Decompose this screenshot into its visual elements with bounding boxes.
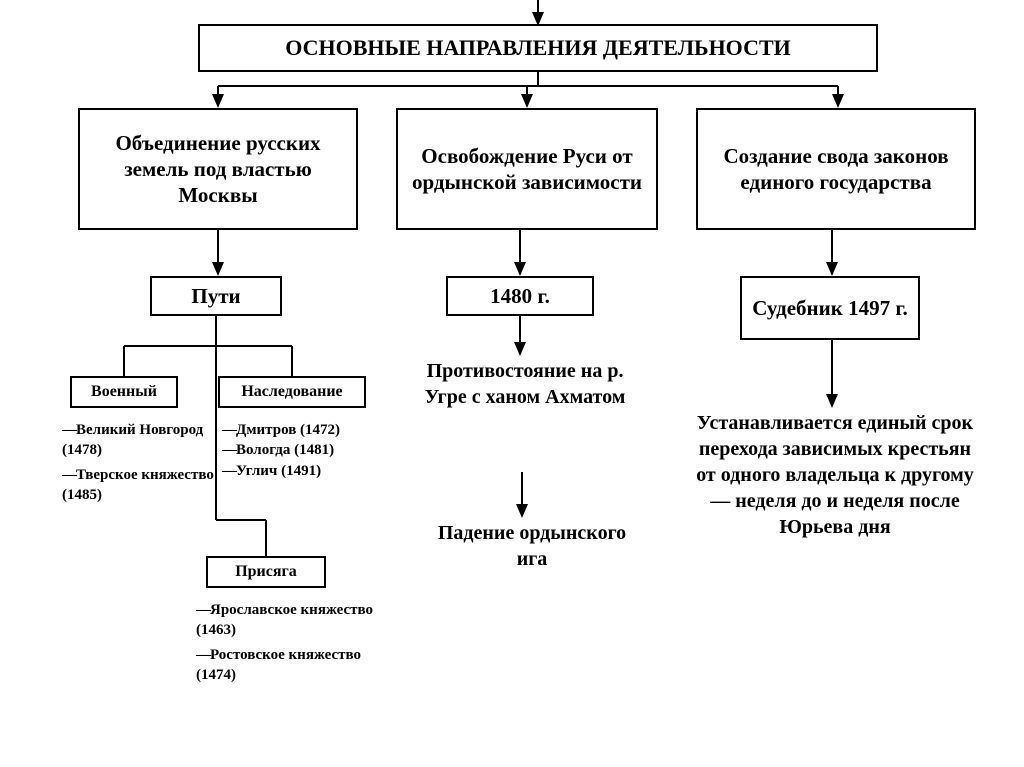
connectors bbox=[0, 0, 1024, 767]
